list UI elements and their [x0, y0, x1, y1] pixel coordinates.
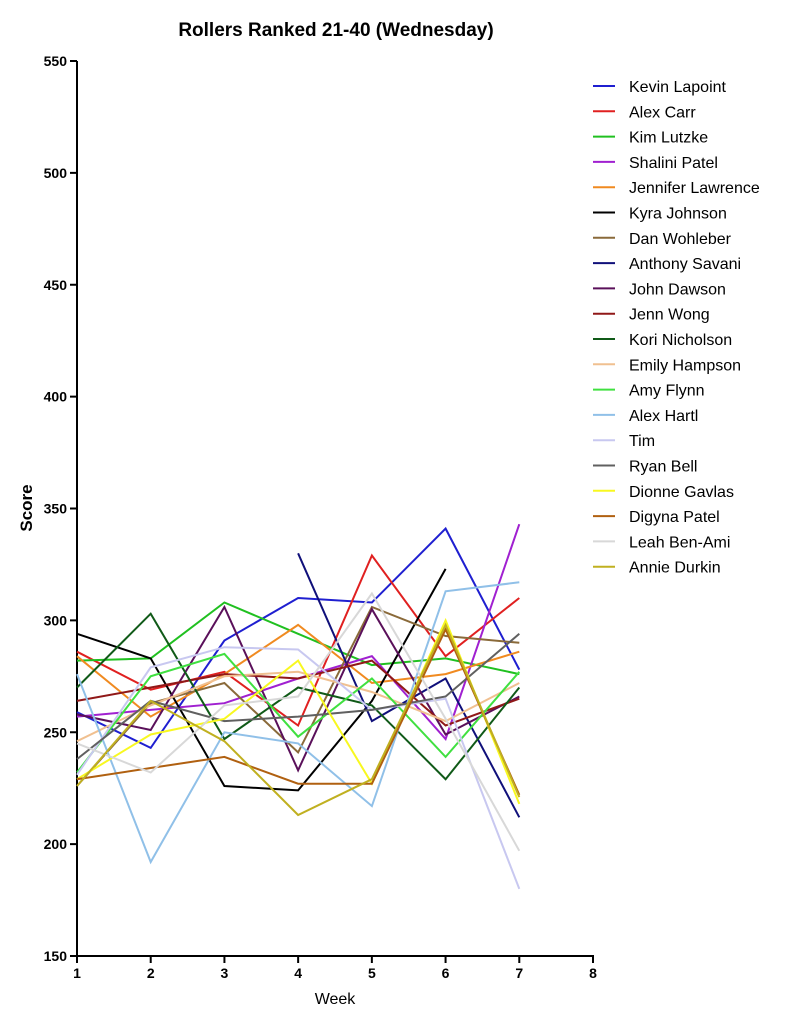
series-line-alex-hartl	[76, 581, 520, 865]
series-line-tim	[76, 646, 521, 890]
series-line-alex-carr	[76, 553, 520, 728]
legend-label-digyna-patel: Digyna Patel	[629, 509, 720, 526]
legend-label-alex-carr: Alex Carr	[629, 104, 696, 121]
x-axis-label: Week	[315, 991, 357, 1008]
series-line-jenn-wong	[76, 659, 520, 727]
series-line-dionne-gavlas	[76, 617, 521, 805]
legend: Kevin Lapoint Alex Carr Kim Lutzke Shalini …	[593, 79, 760, 577]
chart-title: Rollers Ranked 21-40 (Wednesday)	[178, 20, 493, 41]
x-tick-label: 3	[221, 965, 229, 981]
x-ticks: 1 2 3 4 5 6 7 8	[73, 956, 597, 981]
legend-label-kim-lutzke: Kim Lutzke	[629, 130, 708, 147]
legend-label-dan-wohleber: Dan Wohleber	[629, 231, 732, 248]
x-tick-label: 8	[589, 965, 597, 981]
series-line-leah-ben-ami	[76, 591, 521, 852]
legend-label-emily-hampson: Emily Hampson	[629, 357, 741, 374]
legend-label-tim: Tim	[629, 433, 655, 450]
legend-label-kori-nicholson: Kori Nicholson	[629, 332, 732, 349]
series-lines	[76, 523, 521, 890]
y-tick-label: 550	[44, 53, 68, 69]
y-ticks: 150 200 250 300 350 400 450 500 550	[44, 53, 77, 964]
x-tick-label: 6	[442, 965, 450, 981]
legend-label-jennifer-lawrence: Jennifer Lawrence	[629, 180, 760, 197]
legend-label-leah-ben-ami: Leah Ben-Ami	[629, 534, 730, 551]
legend-label-shalini-patel: Shalini Patel	[629, 155, 718, 172]
y-tick-label: 350	[44, 501, 68, 517]
series-line-jennifer-lawrence	[76, 623, 520, 718]
x-tick-label: 2	[147, 965, 155, 981]
legend-label-ryan-bell: Ryan Bell	[629, 459, 697, 476]
x-tick-label: 1	[73, 965, 81, 981]
x-tick-label: 5	[368, 965, 376, 981]
legend-label-alex-hartl: Alex Hartl	[629, 408, 698, 425]
series-line-dan-wohleber	[76, 605, 520, 787]
legend-label-jenn-wong: Jenn Wong	[629, 307, 710, 324]
y-axis-label: Score	[17, 484, 36, 531]
series-line-digyna-patel	[76, 626, 521, 796]
legend-label-kyra-johnson: Kyra Johnson	[629, 206, 727, 223]
series-line-emily-hampson	[76, 670, 520, 743]
x-tick-label: 4	[294, 965, 302, 981]
y-tick-label: 400	[44, 389, 68, 405]
y-tick-label: 450	[44, 277, 68, 293]
y-tick-label: 200	[44, 836, 68, 852]
legend-label-amy-flynn: Amy Flynn	[629, 383, 705, 400]
series-line-john-dawson	[76, 604, 520, 773]
legend-label-kevin-lapoint: Kevin Lapoint	[629, 79, 727, 96]
series-line-annie-durkin	[76, 622, 521, 817]
series-line-amy-flynn	[76, 652, 521, 774]
axes	[76, 61, 594, 957]
legend-label-annie-durkin: Annie Durkin	[629, 560, 721, 577]
legend-label-anthony-savani: Anthony Savani	[629, 256, 741, 273]
series-line-kyra-johnson	[76, 568, 447, 792]
legend-label-dionne-gavlas: Dionne Gavlas	[629, 484, 734, 501]
series-line-kevin-lapoint	[76, 526, 521, 750]
series-line-kori-nicholson	[76, 612, 521, 781]
legend-label-john-dawson: John Dawson	[629, 281, 726, 298]
y-tick-label: 300	[44, 612, 68, 628]
y-tick-label: 250	[44, 724, 68, 740]
x-tick-label: 7	[515, 965, 523, 981]
y-tick-label: 150	[44, 948, 68, 964]
y-tick-label: 500	[44, 165, 68, 181]
